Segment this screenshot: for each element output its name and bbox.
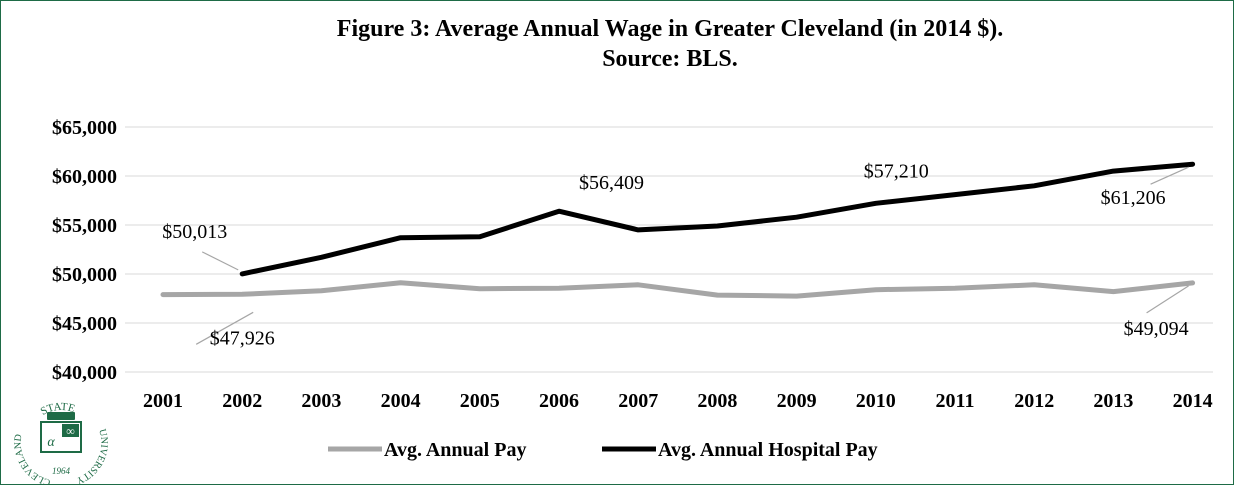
data-label-avg-annual-hospital-pay-2014: $61,206 bbox=[1101, 187, 1166, 209]
data-label-avg-annual-hospital-pay-2010: $57,210 bbox=[864, 160, 929, 182]
data-label-leader bbox=[195, 311, 254, 345]
data-label-leader bbox=[1150, 166, 1189, 185]
x-tick-label-2009: 2009 bbox=[777, 390, 817, 412]
x-tick-label-2010: 2010 bbox=[856, 390, 896, 412]
logo-text-left: CLEVELAND bbox=[13, 434, 52, 484]
x-tick-label-2013: 2013 bbox=[1093, 390, 1133, 412]
data-label-leader bbox=[201, 251, 239, 271]
series-lines bbox=[160, 161, 1196, 299]
y-tick-label: $60,000 bbox=[52, 166, 117, 188]
series-line-avg-annual-hospital-pay bbox=[239, 161, 1196, 277]
data-labels: $47,926 $49,094 $50,013 $56,409 $57,210 $61,2… bbox=[162, 160, 1189, 349]
x-tick-label-2011: 2011 bbox=[936, 390, 975, 412]
legend: Avg. Annual Pay Avg. Annual Hospital Pay bbox=[328, 439, 878, 461]
x-tick-label-2001: 2001 bbox=[143, 390, 183, 412]
y-tick-label: $40,000 bbox=[52, 362, 117, 384]
y-tick-label: $55,000 bbox=[52, 215, 117, 237]
x-tick-label-2002: 2002 bbox=[222, 390, 262, 412]
svg-text:CLEVELAND: CLEVELAND bbox=[13, 434, 52, 484]
data-label-leader bbox=[1146, 285, 1189, 314]
y-tick-label: $45,000 bbox=[52, 313, 117, 335]
svg-text:UNIVERSITY: UNIVERSITY bbox=[74, 428, 109, 484]
logo-text-right: UNIVERSITY bbox=[74, 428, 109, 484]
series-line-avg-annual-pay bbox=[160, 280, 1196, 299]
data-label-avg-annual-hospital-pay-2006: $56,409 bbox=[579, 172, 644, 194]
legend-label-avg-annual-hospital-pay: Avg. Annual Hospital Pay bbox=[658, 439, 878, 461]
university-seal-logo: STATE CLEVELAND UNIVERSITY α ∞ 1964 bbox=[13, 401, 110, 484]
x-tick-label-2014: 2014 bbox=[1173, 390, 1213, 412]
logo-alpha-glyph: α bbox=[47, 435, 55, 450]
logo-infinity-glyph: ∞ bbox=[66, 424, 75, 438]
x-tick-label-2008: 2008 bbox=[697, 390, 737, 412]
chart-title-line-1: Figure 3: Average Annual Wage in Greater… bbox=[337, 16, 1003, 42]
x-tick-label-2003: 2003 bbox=[301, 390, 341, 412]
legend-label-avg-annual-pay: Avg. Annual Pay bbox=[384, 439, 526, 461]
y-axis-ticks: $40,000 $45,000 $50,000 $55,000 $60,000 $65,0… bbox=[52, 117, 117, 384]
chart-title-line-2: Source: BLS. bbox=[602, 46, 738, 72]
gridlines bbox=[125, 126, 1213, 373]
x-axis-ticks: 2001 2002 2003 2004 2005 2006 2007 2008 2009 2010… bbox=[143, 390, 1213, 412]
x-tick-label-2006: 2006 bbox=[539, 390, 579, 412]
data-label-avg-annual-hospital-pay-2002: $50,013 bbox=[162, 221, 227, 243]
x-tick-label-2012: 2012 bbox=[1014, 390, 1054, 412]
data-label-avg-annual-pay-2014: $49,094 bbox=[1124, 318, 1189, 340]
x-tick-label-2005: 2005 bbox=[460, 390, 500, 412]
logo-infinity-box bbox=[62, 424, 79, 437]
x-tick-label-2007: 2007 bbox=[618, 390, 658, 412]
logo-building-icon bbox=[47, 412, 75, 420]
x-tick-label-2004: 2004 bbox=[381, 390, 421, 412]
data-label-avg-annual-pay-2002: $47,926 bbox=[210, 327, 275, 349]
logo-year: 1964 bbox=[52, 466, 71, 476]
y-tick-label: $50,000 bbox=[52, 264, 117, 286]
y-tick-label: $65,000 bbox=[52, 117, 117, 139]
logo-shield-icon bbox=[40, 421, 82, 453]
